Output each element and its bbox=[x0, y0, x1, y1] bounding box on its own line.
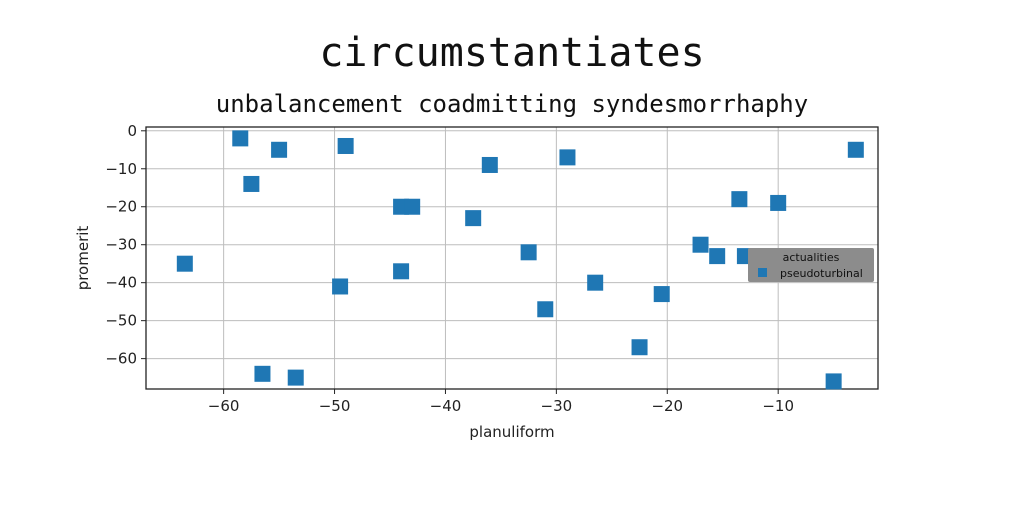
y-tick-label: −60 bbox=[105, 350, 137, 368]
y-tick-label: −40 bbox=[105, 274, 137, 292]
y-tick-label: −10 bbox=[105, 160, 137, 178]
data-point bbox=[481, 156, 498, 173]
data-point bbox=[731, 191, 748, 208]
legend-title: actualities bbox=[783, 251, 840, 264]
x-tick-label: −60 bbox=[208, 397, 240, 415]
data-point bbox=[254, 365, 271, 382]
grid-lines bbox=[146, 127, 878, 389]
x-axis-label: planuliform bbox=[469, 423, 554, 441]
plot-area bbox=[145, 126, 879, 390]
data-point bbox=[404, 198, 421, 215]
x-tick-label: −40 bbox=[430, 397, 462, 415]
legend-marker bbox=[758, 268, 767, 277]
chart-title: circumstantiates bbox=[319, 30, 705, 76]
data-point bbox=[337, 137, 354, 154]
x-tick-label: −20 bbox=[651, 397, 683, 415]
data-point bbox=[770, 194, 787, 211]
data-point bbox=[825, 373, 842, 390]
x-tick-label: −30 bbox=[541, 397, 573, 415]
data-point bbox=[631, 339, 648, 356]
chart-subtitle: unbalancement coadmitting syndesmorrhaph… bbox=[215, 90, 809, 118]
data-point bbox=[176, 255, 193, 272]
data-point bbox=[537, 301, 554, 318]
x-axis-ticks: −60 −50 −40 −30 −20 −10 bbox=[208, 389, 794, 415]
data-point bbox=[243, 175, 260, 192]
data-point bbox=[465, 210, 482, 227]
data-point bbox=[587, 274, 604, 291]
data-points bbox=[176, 130, 864, 390]
data-point bbox=[287, 369, 304, 386]
x-tick-label: −10 bbox=[762, 397, 794, 415]
data-point bbox=[332, 278, 349, 295]
y-axis-ticks: 0 −10 −20 −30 −40 −50 −60 bbox=[105, 122, 146, 368]
data-point bbox=[520, 244, 537, 261]
y-tick-label: −30 bbox=[105, 236, 137, 254]
legend: actualities pseudoturbinal bbox=[748, 248, 874, 282]
data-point bbox=[559, 149, 576, 166]
data-point bbox=[232, 130, 249, 147]
legend-label: pseudoturbinal bbox=[780, 267, 863, 280]
data-point bbox=[653, 286, 670, 303]
y-tick-label: −20 bbox=[105, 198, 137, 216]
y-tick-label: 0 bbox=[127, 122, 137, 140]
legend-box bbox=[748, 248, 874, 282]
data-point bbox=[709, 248, 726, 265]
data-point bbox=[271, 141, 288, 158]
y-axis-label: promerit bbox=[74, 226, 92, 291]
data-point bbox=[847, 141, 864, 158]
data-point bbox=[692, 236, 709, 253]
x-tick-label: −50 bbox=[319, 397, 351, 415]
data-point bbox=[393, 263, 410, 280]
y-tick-label: −50 bbox=[105, 312, 137, 330]
